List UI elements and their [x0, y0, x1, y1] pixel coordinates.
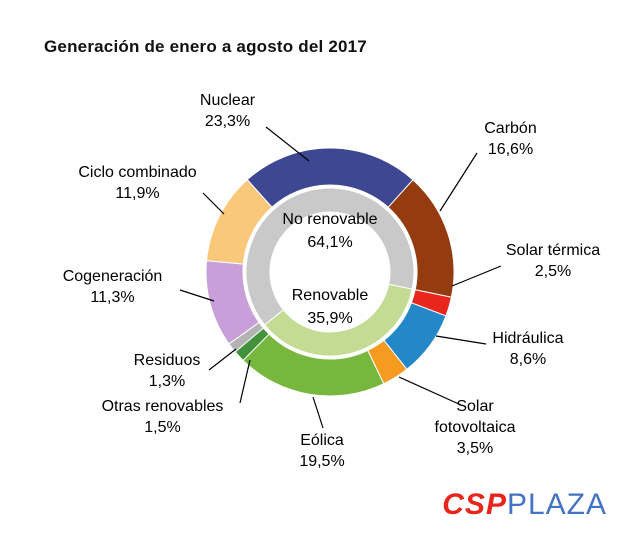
- segment-label-residuos: Residuos 1,3%: [112, 350, 222, 392]
- segment-label-hidraulica: Hidráulica 8,6%: [468, 328, 588, 370]
- leader-line-solar-fotovoltaica: [398, 376, 462, 406]
- leader-line-eolica: [312, 396, 324, 429]
- segment-name: Residuos: [133, 352, 201, 369]
- leader-line-solar-termica: [451, 265, 502, 287]
- center-label-renovable: Renovable 35,9%: [255, 284, 405, 330]
- segment-label-ciclo-combinado: Ciclo combinado 11,9%: [40, 162, 235, 204]
- segment-percent: 1,5%: [144, 419, 181, 436]
- leader-lines: [179, 126, 502, 429]
- segment-label-solar-fotovoltaica: Solar fotovoltaica 3,5%: [420, 396, 530, 459]
- segment-percent: 2,5%: [534, 263, 572, 280]
- segment-percent: 1,3%: [148, 373, 186, 390]
- segment-label-eolica: Eólica 19,5%: [272, 430, 372, 472]
- segment-percent: 11,3%: [90, 289, 135, 306]
- logo-plaza: PLAZA: [506, 488, 607, 521]
- segment-percent: 23,3%: [204, 113, 251, 130]
- segment-label-nuclear: Nuclear 23,3%: [160, 90, 295, 132]
- logo-csp: CSP: [442, 488, 507, 521]
- segment-name: Cogeneración: [62, 268, 163, 285]
- group-name: No renovable: [282, 211, 378, 228]
- segment-percent: 3,5%: [456, 440, 494, 457]
- segment-name: Ciclo combinado: [78, 164, 197, 181]
- segment-name: Solar fotovoltaica: [434, 398, 516, 436]
- segment-name: Nuclear: [199, 92, 256, 109]
- group-percent: 35,9%: [307, 310, 353, 327]
- leader-line-otras-renovables: [239, 359, 251, 404]
- center-label-no-renovable: No renovable 64,1%: [255, 208, 405, 254]
- segment-label-carbon: Carbón 16,6%: [448, 118, 573, 160]
- leader-line-residuos: [208, 348, 237, 371]
- segment-name: Eólica: [300, 432, 344, 449]
- segment-name: Solar térmica: [505, 242, 601, 259]
- segment-label-cogeneracion: Cogeneración 11,3%: [35, 266, 190, 308]
- segment-percent: 11,9%: [115, 185, 160, 202]
- group-percent: 64,1%: [307, 234, 353, 251]
- segment-percent: 19,5%: [299, 453, 345, 470]
- leader-line-ciclo-combinado: [202, 192, 225, 215]
- segment-name: Hidráulica: [492, 330, 564, 347]
- group-name: Renovable: [291, 287, 369, 304]
- leader-line-hidraulica: [435, 335, 487, 345]
- csp-plaza-logo: CSPPLAZA: [442, 488, 607, 522]
- leader-line-nuclear: [265, 126, 310, 162]
- segment-percent: 16,6%: [487, 141, 534, 158]
- leader-line-cogeneracion: [179, 289, 215, 302]
- donut-segments: [205, 147, 455, 397]
- segment-label-solar-termica: Solar térmica 2,5%: [478, 240, 628, 282]
- segment-percent: 8,6%: [509, 351, 547, 368]
- segment-name: Carbón: [484, 120, 537, 137]
- chart-title: Generación de enero a agosto del 2017: [44, 37, 367, 56]
- segment-label-otras-renovables: Otras renovables 1,5%: [70, 396, 255, 438]
- segment-name: Otras renovables: [101, 398, 224, 415]
- leader-line-carbon: [439, 152, 478, 212]
